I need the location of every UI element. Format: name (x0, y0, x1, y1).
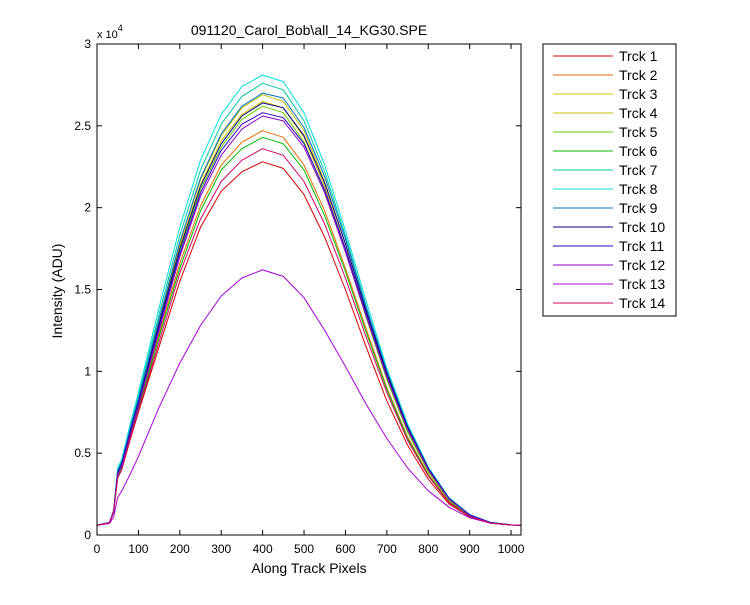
legend-label-6: Trck 6 (619, 143, 658, 159)
series-line-12 (97, 115, 521, 526)
legend-box (542, 43, 677, 317)
x-tick-label: 500 (294, 542, 314, 556)
series-line-13 (97, 269, 521, 526)
y-multiplier-base: x 10 (97, 29, 118, 41)
x-axis-label: Along Track Pixels (251, 560, 366, 576)
x-tick-label: 800 (418, 542, 438, 556)
x-tick-label: 1000 (498, 542, 525, 556)
y-tick-label: 0 (84, 528, 91, 542)
y-tick-label: 0.5 (74, 446, 91, 460)
x-tick-label: 0 (94, 542, 101, 556)
legend-label-12: Trck 12 (619, 257, 665, 273)
x-tick-label: 600 (335, 542, 355, 556)
legend-label-13: Trck 13 (619, 276, 665, 292)
legend-label-14: Trck 14 (619, 295, 665, 311)
y-tick-label: 1 (84, 364, 91, 378)
legend-label-3: Trck 3 (619, 86, 658, 102)
legend-label-4: Trck 4 (619, 105, 658, 121)
y-tick-label: 2 (84, 201, 91, 215)
legend-label-10: Trck 10 (619, 219, 665, 235)
y-tick-label: 1.5 (74, 283, 91, 297)
y-multiplier-exponent: 4 (118, 23, 123, 33)
y-axis-label: Intensity (ADU) (49, 244, 65, 339)
chart-title: 091120_Carol_Bob\all_14_KG30.SPE (191, 22, 427, 38)
y-tick-label: 2.5 (74, 119, 91, 133)
series-line-14 (97, 148, 521, 526)
series-group (97, 74, 521, 526)
y-tick-label: 3 (84, 37, 91, 51)
legend-label-8: Trck 8 (619, 181, 658, 197)
x-tick-label: 900 (460, 542, 480, 556)
y-multiplier-label: x 104 (97, 23, 123, 41)
axes: 0 100 200 300 400 500 600 700 800 900 1000 0 0.5 1 1.5… (74, 37, 524, 556)
plot-area (97, 74, 521, 526)
legend-label-9: Trck 9 (619, 200, 658, 216)
x-tick-label: 400 (253, 542, 273, 556)
legend-label-2: Trck 2 (619, 67, 658, 83)
legend: Trck 1 Trck 2 Trck 3 Trck 4 Trck 5 Trck 6 Trck… (542, 43, 677, 317)
legend-label-7: Trck 7 (619, 162, 658, 178)
x-tick-label: 300 (211, 542, 231, 556)
x-tick-label: 100 (128, 542, 148, 556)
x-tick-label: 200 (170, 542, 190, 556)
legend-label-5: Trck 5 (619, 124, 658, 140)
legend-label-1: Trck 1 (619, 48, 658, 64)
x-tick-label: 700 (377, 542, 397, 556)
legend-label-11: Trck 11 (619, 238, 664, 254)
